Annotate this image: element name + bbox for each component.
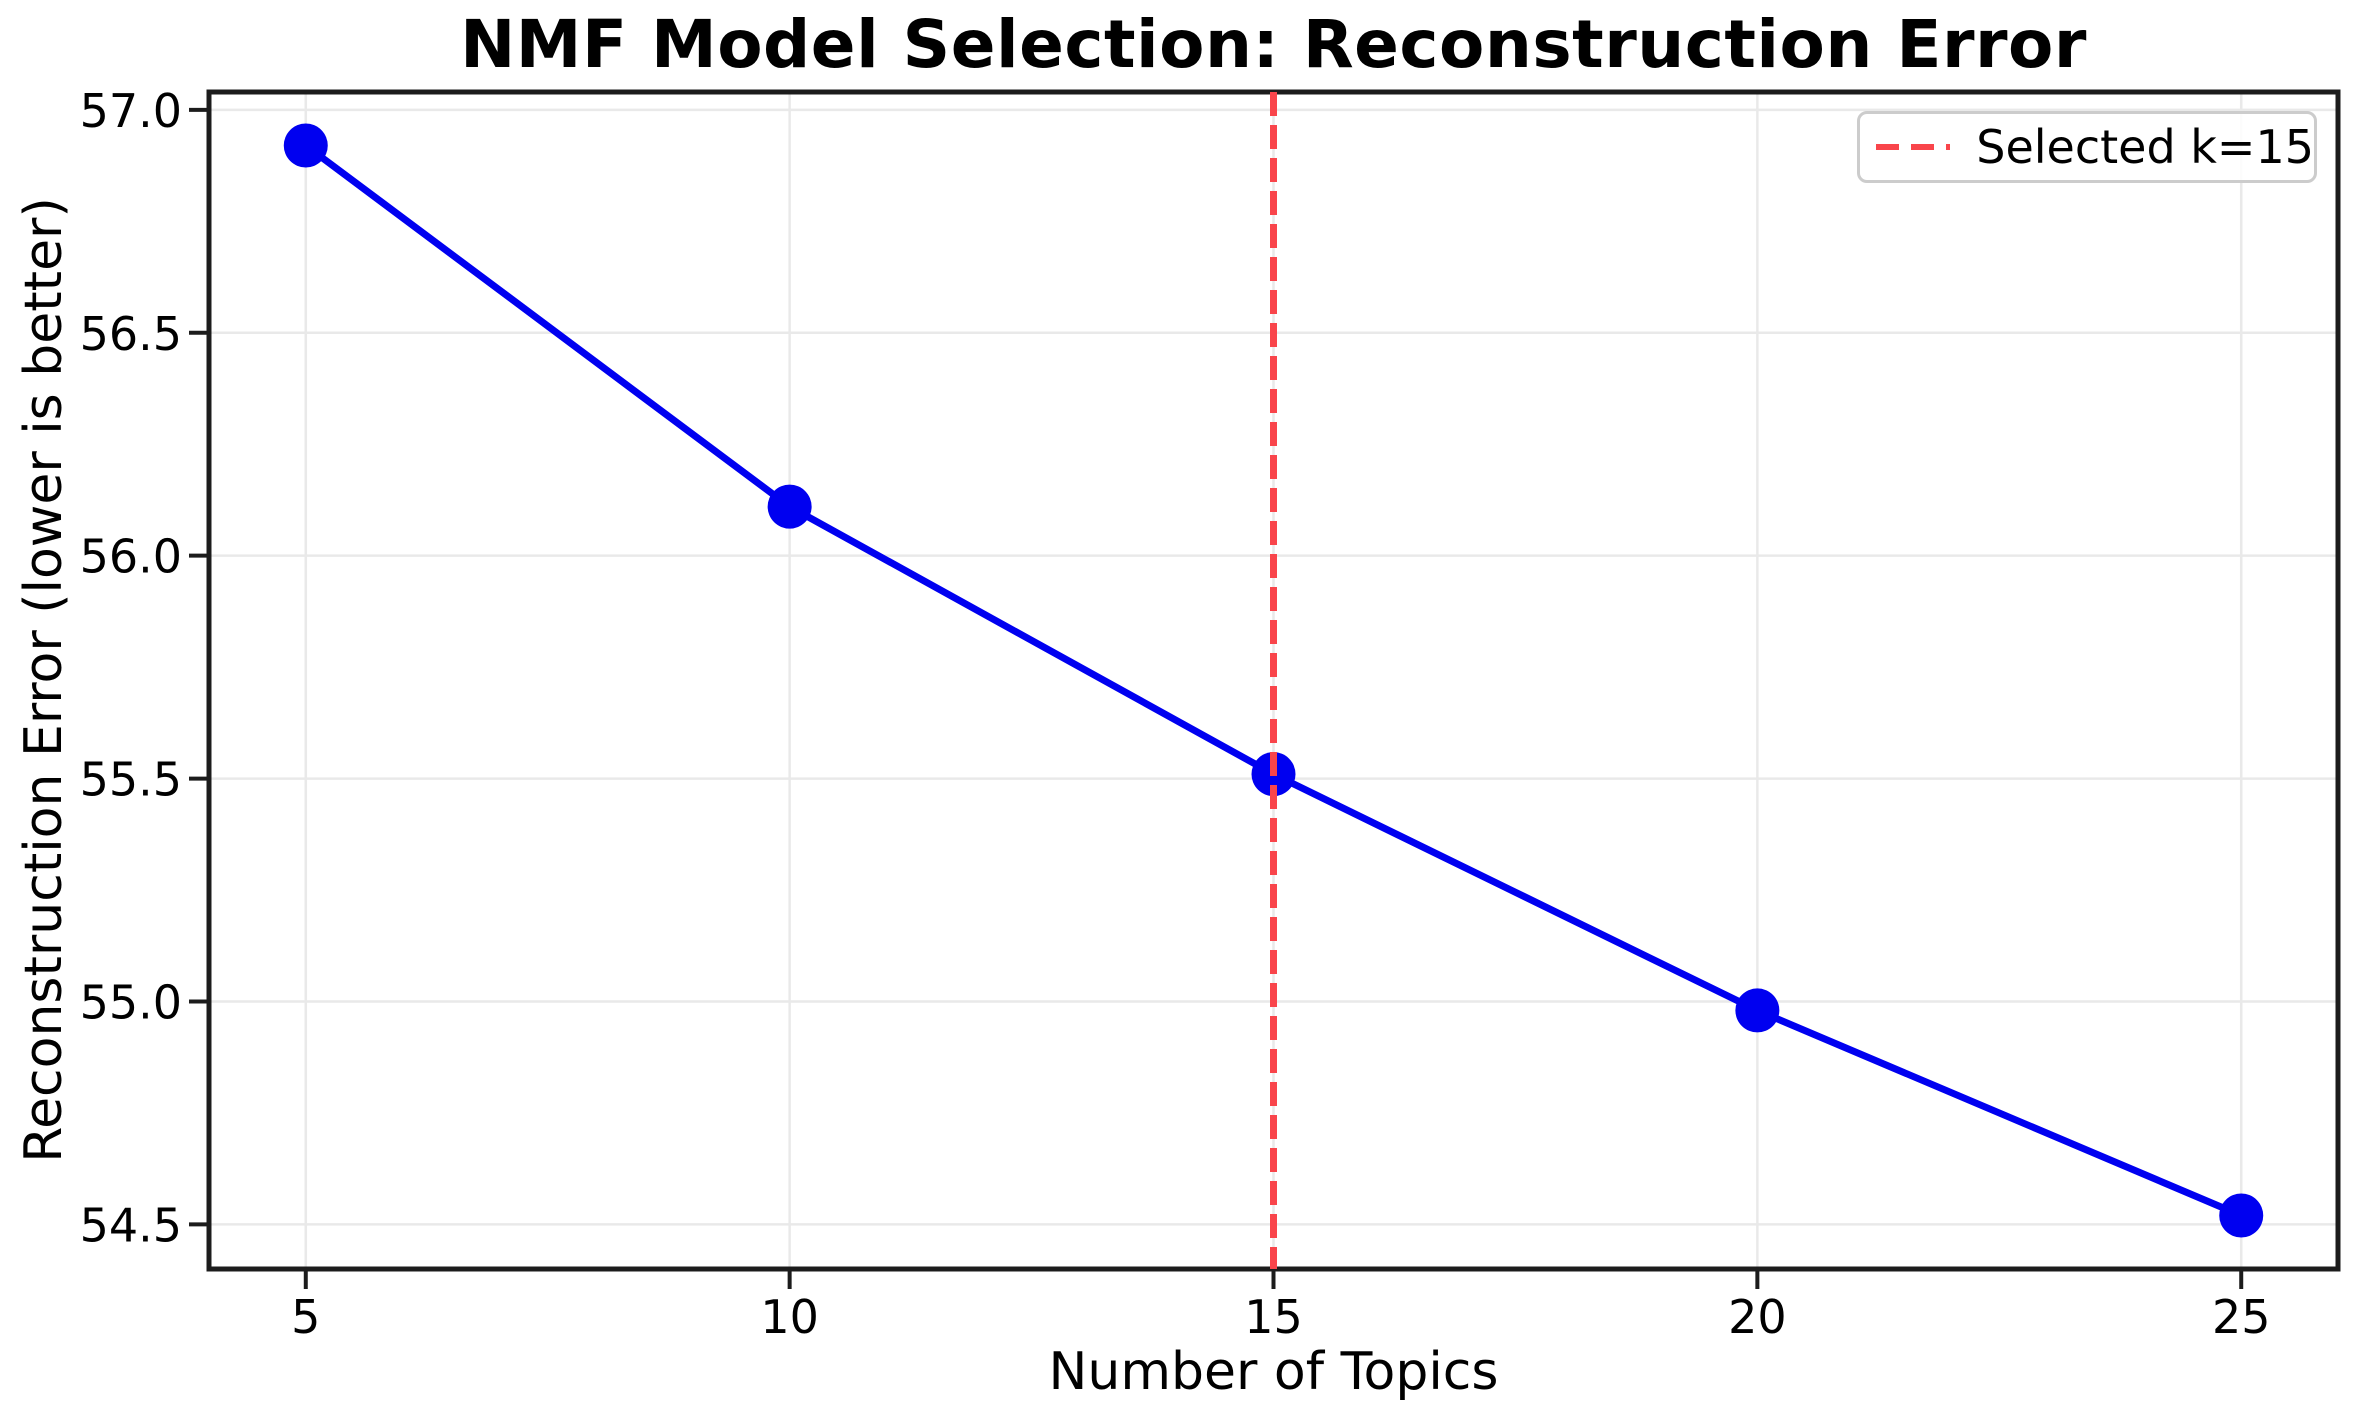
chart-title: NMF Model Selection: Reconstruction Erro… xyxy=(460,6,2087,83)
legend-dash-icon xyxy=(1876,144,1951,150)
data-point-marker xyxy=(1735,988,1780,1033)
y-tick-label: 56.5 xyxy=(80,307,182,361)
x-tick-label: 20 xyxy=(1728,1290,1787,1344)
y-axis-label: Reconstruction Error (lower is better) xyxy=(14,197,74,1163)
y-tick-label: 55.0 xyxy=(80,976,182,1030)
legend-label: Selected k=15 xyxy=(1976,120,2314,174)
y-tick-label: 54.5 xyxy=(80,1198,182,1252)
data-point-marker xyxy=(2219,1193,2264,1238)
x-tick-label: 15 xyxy=(1244,1290,1303,1344)
y-tick-label: 55.5 xyxy=(80,753,182,807)
legend: Selected k=15 xyxy=(1857,111,2317,183)
x-tick-label: 10 xyxy=(760,1290,819,1344)
y-tick-label: 57.0 xyxy=(80,84,182,138)
data-point-marker xyxy=(767,484,812,529)
y-tick-label: 56.0 xyxy=(80,530,182,584)
x-tick-label: 25 xyxy=(2212,1290,2271,1344)
x-axis-label: Number of Topics xyxy=(1048,1342,1499,1402)
x-tick-label: 5 xyxy=(291,1290,320,1344)
tick-marks xyxy=(189,107,2244,1289)
data-point-marker xyxy=(283,123,328,168)
tick-labels: 5 10 15 20 25 54.5 55.0 55.5 56.0 56.5 57.0 xyxy=(80,84,2271,1344)
